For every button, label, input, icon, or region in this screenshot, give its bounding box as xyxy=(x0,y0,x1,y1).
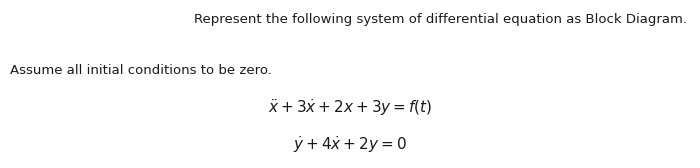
Text: Represent the following system of differential equation as Block Diagram.: Represent the following system of differ… xyxy=(195,13,687,26)
Text: Assume all initial conditions to be zero.: Assume all initial conditions to be zero… xyxy=(10,64,272,77)
Text: $\dot{y} + 4\dot{x} + 2y = 0$: $\dot{y} + 4\dot{x} + 2y = 0$ xyxy=(293,134,407,155)
Text: $\ddot{x} + 3\dot{x} + 2x + 3y = f(t)$: $\ddot{x} + 3\dot{x} + 2x + 3y = f(t)$ xyxy=(268,97,432,118)
